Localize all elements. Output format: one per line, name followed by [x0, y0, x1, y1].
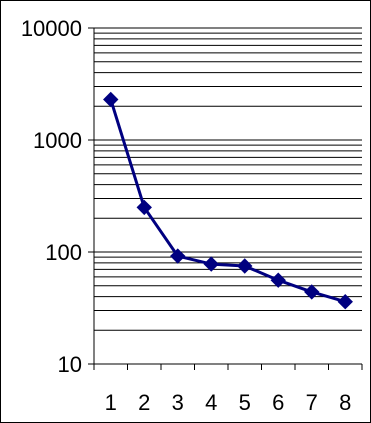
y-axis-ticks: 10000 1000 100 10	[21, 16, 94, 377]
x-tick-label: 5	[239, 390, 251, 415]
y-tick-label: 1000	[33, 128, 82, 153]
x-tick-label: 7	[306, 390, 318, 415]
series-group	[103, 91, 353, 310]
data-point-marker	[304, 284, 320, 300]
y-tick-label: 100	[45, 240, 82, 265]
axes	[93, 28, 362, 365]
gridlines	[94, 27, 362, 365]
y-tick-label: 10000	[21, 16, 82, 41]
data-point-marker	[337, 293, 353, 310]
x-tick-label: 6	[272, 390, 284, 415]
x-tick-label: 3	[172, 390, 184, 415]
x-tick-label: 4	[205, 390, 217, 415]
data-point-marker	[270, 272, 286, 288]
y-tick-label: 10	[58, 352, 82, 377]
x-tick-label: 2	[138, 390, 150, 415]
data-point-marker	[237, 258, 253, 274]
data-point-marker	[103, 91, 119, 108]
series-line	[109, 99, 346, 304]
data-point-marker	[203, 256, 219, 272]
x-tick-label: 8	[339, 390, 351, 415]
data-point-marker	[170, 248, 186, 264]
data-point-marker	[136, 199, 152, 216]
x-tick-label: 1	[105, 390, 117, 415]
